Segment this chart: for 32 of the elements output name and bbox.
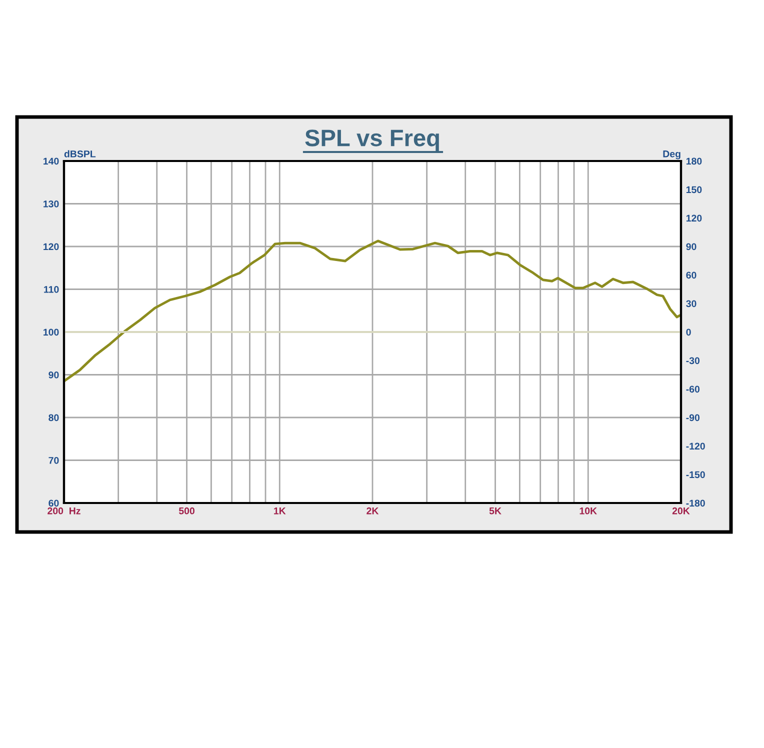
y-tick-label: 120 — [44, 243, 59, 250]
y2-tick-label: -30 — [686, 357, 700, 364]
y-tick-label: 70 — [48, 456, 59, 464]
x-tick-label: 20K — [672, 507, 690, 514]
y-tick-label: 140 — [44, 158, 59, 165]
y2-tick-label: -60 — [686, 386, 700, 393]
y2-tick-label: 120 — [686, 214, 702, 222]
y2-tick-label: 150 — [686, 186, 702, 194]
y2-axis-title: Deg — [663, 150, 680, 160]
y-tick-label: 100 — [44, 328, 59, 336]
y-tick-label: 110 — [44, 286, 59, 293]
x-tick-label: 2K — [366, 507, 379, 514]
x-tick-label: 10K — [580, 507, 597, 514]
y-axis-title: dBSPL — [64, 150, 96, 158]
y-tick-label: 80 — [48, 414, 59, 422]
x-tick-label: 5K — [489, 508, 502, 514]
y2-tick-label: 90 — [686, 243, 696, 250]
x-tick-label: 500 — [178, 507, 194, 514]
chart-title: SPL vs Freq — [305, 130, 439, 152]
y2-tick-label: 60 — [686, 272, 696, 279]
y-tick-label: 90 — [48, 371, 59, 378]
y2-tick-label: 180 — [686, 158, 702, 165]
y2-tick-label: -120 — [686, 442, 705, 450]
x-tick-label: 1K — [274, 508, 286, 514]
y-tick-label: 60 — [48, 500, 59, 507]
y2-tick-label: 30 — [686, 300, 696, 308]
y2-tick-label: -150 — [686, 471, 705, 478]
y-tick-label: 130 — [44, 200, 59, 208]
y2-tick-label: 0 — [686, 328, 691, 336]
y2-tick-label: -180 — [686, 500, 705, 507]
x-tick-label: 200 Hz — [48, 507, 80, 514]
y2-tick-label: -90 — [686, 414, 700, 422]
